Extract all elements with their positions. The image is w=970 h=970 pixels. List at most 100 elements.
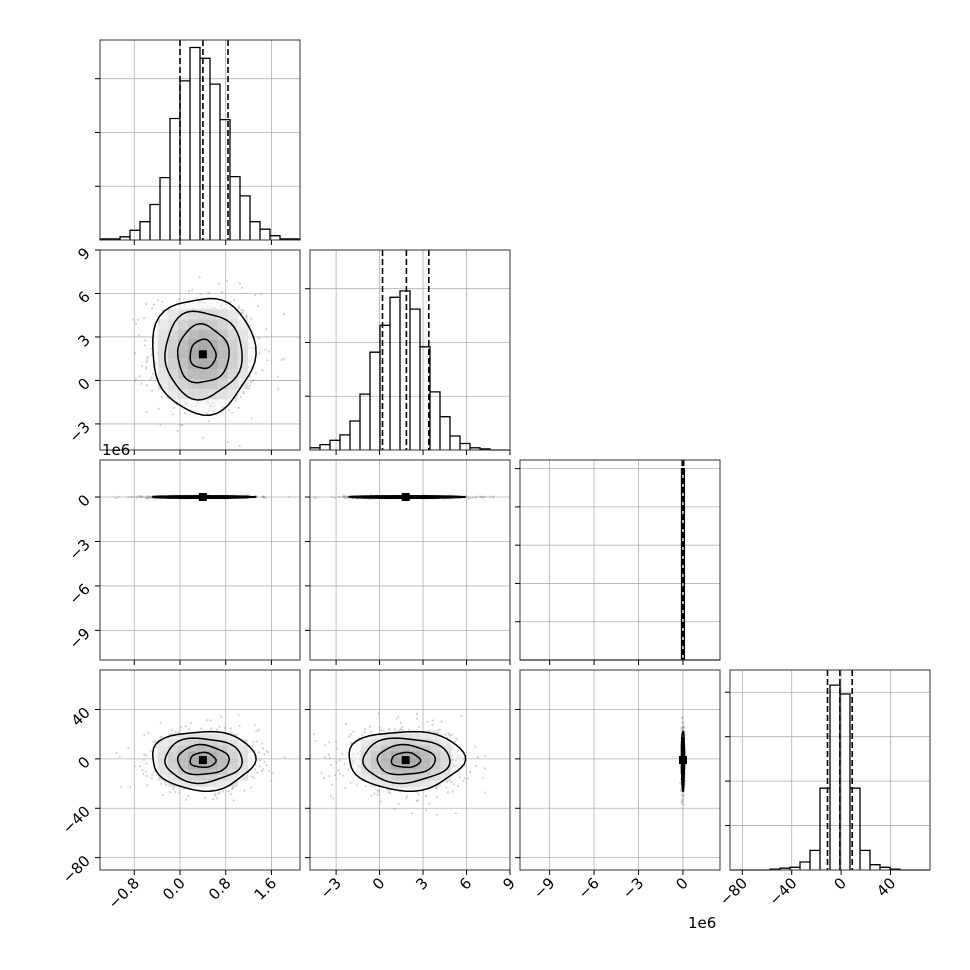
sample-point xyxy=(229,300,232,303)
sample-point xyxy=(142,772,145,775)
sample-point xyxy=(481,496,484,499)
sample-point xyxy=(138,496,142,499)
sample-point xyxy=(437,729,440,732)
sample-point xyxy=(260,769,264,773)
sample-point xyxy=(129,786,132,789)
sample-point xyxy=(346,495,349,498)
contours-1-0 xyxy=(151,296,257,416)
sample-point xyxy=(146,357,149,360)
sample-point xyxy=(387,728,391,731)
sample-point xyxy=(250,417,253,420)
sample-point xyxy=(491,495,495,498)
sample-point xyxy=(349,781,352,785)
sample-point xyxy=(256,771,259,774)
histogram-bar xyxy=(440,417,450,450)
sample-point xyxy=(327,753,330,756)
sample-point xyxy=(277,387,280,390)
sample-point xyxy=(397,802,400,805)
sample-point xyxy=(328,741,331,744)
sample-point xyxy=(471,496,474,499)
sample-point xyxy=(435,786,438,790)
histogram-bar xyxy=(370,352,380,450)
sample-point xyxy=(347,768,350,771)
sample-point xyxy=(266,359,269,362)
sample-point xyxy=(314,497,317,500)
sample-point xyxy=(242,392,245,395)
sample-point xyxy=(242,390,245,393)
sample-point xyxy=(280,359,283,362)
panel-grid-3-2 xyxy=(520,670,720,870)
sample-point xyxy=(484,755,487,758)
sample-point xyxy=(386,788,389,791)
sample-point xyxy=(335,761,338,764)
sample-point xyxy=(254,294,257,297)
sample-point xyxy=(268,770,271,773)
sample-point xyxy=(221,291,224,294)
sample-point xyxy=(172,406,175,409)
sample-point xyxy=(425,794,428,798)
sample-point xyxy=(476,756,479,759)
sample-point xyxy=(334,774,337,777)
sample-point xyxy=(238,282,241,285)
sample-point xyxy=(250,317,253,320)
sample-point xyxy=(681,795,685,798)
sample-point xyxy=(209,719,212,722)
sample-point xyxy=(262,767,265,771)
contour-level-1 xyxy=(376,743,437,776)
sample-point xyxy=(467,497,470,500)
contour-level-1 xyxy=(176,323,230,384)
sample-point xyxy=(140,382,143,385)
sample-point xyxy=(223,726,226,729)
sample-point xyxy=(150,307,154,310)
panel-grid-3-3 xyxy=(730,670,930,870)
sample-point xyxy=(276,375,279,378)
histogram-bar xyxy=(240,196,250,240)
sample-point xyxy=(475,496,478,499)
sample-point xyxy=(133,379,137,382)
offset-label-x-col-2: 1e6 xyxy=(688,914,716,932)
sample-point xyxy=(282,312,286,315)
sample-point xyxy=(252,744,255,748)
sample-point xyxy=(258,352,261,355)
sample-point xyxy=(242,309,245,312)
panel-frame-1-0 xyxy=(99,249,301,451)
sample-point xyxy=(333,496,336,499)
sample-point xyxy=(261,369,264,372)
sample-point xyxy=(474,495,477,498)
histogram-bar xyxy=(830,685,840,870)
sample-point xyxy=(446,791,449,794)
sample-point xyxy=(159,721,162,725)
sample-point xyxy=(450,780,453,784)
sample-point xyxy=(146,384,149,387)
sample-point xyxy=(169,791,172,794)
sample-point xyxy=(328,775,331,778)
sample-point xyxy=(137,318,140,321)
sample-point xyxy=(147,355,150,359)
sample-point xyxy=(225,807,228,810)
sample-point xyxy=(137,334,140,337)
sample-point xyxy=(144,367,148,370)
sample-point xyxy=(187,727,190,731)
sample-point xyxy=(148,496,151,499)
sample-point xyxy=(428,802,431,805)
sample-point xyxy=(262,496,265,499)
sample-point xyxy=(343,496,346,499)
sample-point xyxy=(469,496,472,499)
sample-point xyxy=(238,444,241,447)
histogram-bar xyxy=(380,325,390,450)
sample-point xyxy=(335,747,338,750)
panel-frame-2-1 xyxy=(309,459,511,661)
contour-level-3 xyxy=(152,730,257,792)
sample-point xyxy=(415,712,419,716)
sample-point xyxy=(479,495,482,498)
sample-point xyxy=(323,756,326,759)
sample-point xyxy=(429,729,432,732)
contour-level-1 xyxy=(176,743,230,776)
sample-point xyxy=(171,413,174,416)
contours-2-1 xyxy=(347,493,466,501)
sample-point xyxy=(214,793,217,796)
histogram-bar xyxy=(340,435,350,450)
sample-point xyxy=(444,733,447,736)
sample-point xyxy=(149,378,152,381)
histogram-bar xyxy=(170,119,180,241)
